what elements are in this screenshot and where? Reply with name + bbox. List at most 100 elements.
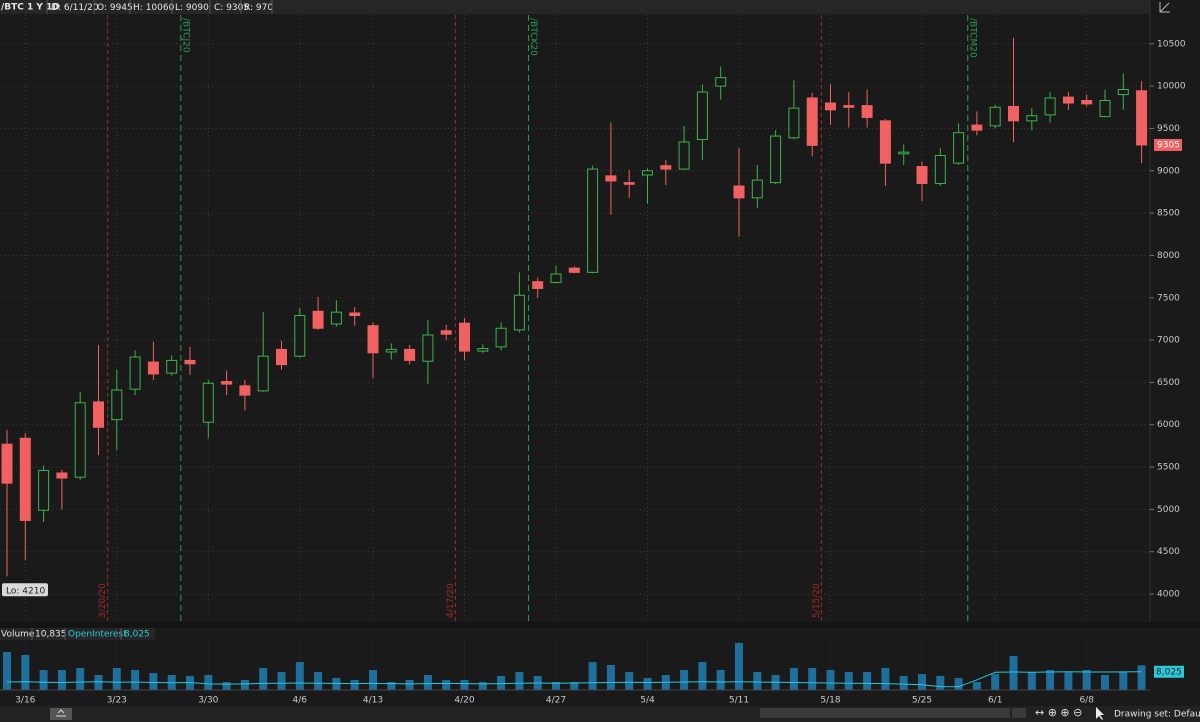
oi-tag xyxy=(1154,665,1184,678)
drawing-set[interactable]: Drawing set: Default xyxy=(1114,710,1200,720)
candle-body xyxy=(1062,96,1074,104)
volume-header-bar xyxy=(0,628,155,640)
value: 9090 xyxy=(186,3,209,13)
volume-bar xyxy=(1137,665,1146,690)
y-tick-label: 4000 xyxy=(1157,590,1180,600)
value: 10060 xyxy=(146,3,175,13)
candle-body xyxy=(953,132,965,164)
candle-body xyxy=(276,348,287,366)
last-price-label: 9305 xyxy=(1157,140,1180,150)
y-tick-label: 7000 xyxy=(1157,336,1180,346)
scrollbar[interactable] xyxy=(760,708,1010,718)
candle-body xyxy=(495,327,507,348)
volume-bar xyxy=(204,675,213,690)
volume-bar xyxy=(314,672,323,690)
value: 9305 xyxy=(226,3,249,13)
candle-body xyxy=(788,107,800,139)
expiration-label: 4/17/20 xyxy=(446,583,456,618)
candle-body xyxy=(568,267,580,273)
open-interest-line xyxy=(6,671,1142,688)
candle-body xyxy=(147,361,159,375)
candle-body xyxy=(312,310,324,329)
candle-body xyxy=(642,170,653,176)
volume-bar xyxy=(350,680,359,690)
x-tick-label: 4/6 xyxy=(293,696,308,706)
volume-bar xyxy=(332,677,341,690)
cursor-icon[interactable] xyxy=(1096,707,1104,720)
volume-bar xyxy=(918,674,926,690)
x-tick-label: 5/11 xyxy=(729,696,749,706)
volume-bar xyxy=(131,670,140,690)
key: O: xyxy=(97,3,107,13)
candle-body xyxy=(93,401,104,428)
volume-bar xyxy=(222,682,231,690)
volume-bar xyxy=(295,662,304,690)
candle-body xyxy=(843,105,855,108)
toolbar-icons[interactable]: ↔ ⊕ ⊕ ⊖ xyxy=(1035,706,1082,719)
oi-name: OpenInterest xyxy=(68,630,127,640)
volume-bar xyxy=(1009,655,1018,690)
volume-bar xyxy=(76,667,85,690)
candle-body xyxy=(605,175,617,182)
x-tick-label: 5/25 xyxy=(912,696,932,706)
candle-body xyxy=(623,182,635,185)
volume-bar xyxy=(881,667,890,690)
candle-body xyxy=(898,151,910,155)
candle-body xyxy=(733,185,745,199)
volume-bar xyxy=(991,674,1000,690)
volume-bar xyxy=(515,672,524,690)
candle-body xyxy=(202,382,214,423)
volume-bar xyxy=(808,667,817,690)
volume-bar xyxy=(387,682,396,690)
y-tick-label: 9000 xyxy=(1157,166,1180,176)
volume-bar xyxy=(240,680,249,690)
collapse-icon xyxy=(56,709,66,717)
volume-bar xyxy=(1046,670,1055,690)
header-bar xyxy=(0,0,1150,14)
volume-bar xyxy=(423,675,432,690)
x-tick-label: 3/30 xyxy=(198,696,218,706)
candle-body xyxy=(166,359,178,374)
low-prefix: Lo: xyxy=(6,586,19,596)
candle-body xyxy=(1,443,13,484)
volume-bar xyxy=(735,642,743,690)
range-readout: R: 970 xyxy=(244,3,273,13)
volume-bar xyxy=(716,670,725,690)
candle-body xyxy=(1099,100,1111,118)
x-tick-label: 6/8 xyxy=(1079,696,1094,706)
candle-body xyxy=(916,166,928,184)
volume-bar xyxy=(442,680,451,690)
candle-body xyxy=(1044,97,1056,116)
volume-bar xyxy=(21,655,30,690)
volume-bar xyxy=(497,675,506,690)
volume-bar xyxy=(369,670,377,690)
key: L: xyxy=(175,3,183,13)
volume-bar xyxy=(643,677,652,690)
volume-bar xyxy=(460,680,469,690)
candle-body xyxy=(38,469,50,511)
volume-bar xyxy=(94,675,103,690)
candle-body xyxy=(221,381,233,385)
volume-bar xyxy=(789,667,798,690)
scroll-arrow[interactable] xyxy=(1012,708,1026,718)
candle-body xyxy=(56,472,68,479)
volume-readout: 10,835 xyxy=(35,630,67,640)
candle-body xyxy=(257,355,269,392)
candle-body xyxy=(825,102,836,111)
collapse-button[interactable] xyxy=(50,708,72,720)
volume-bar xyxy=(972,682,981,690)
y-tick-label: 10000 xyxy=(1157,82,1186,92)
value: 970 xyxy=(256,3,273,13)
corner-icon[interactable] xyxy=(1159,2,1170,13)
roll-label: /BTCM20 xyxy=(967,18,977,58)
x-tick-label: 4/27 xyxy=(546,696,566,706)
candle-body xyxy=(422,334,434,362)
candle-body xyxy=(367,325,379,354)
volume-bar xyxy=(552,682,560,690)
volume-bar xyxy=(1082,670,1091,690)
volume-bar xyxy=(405,680,414,690)
candle-body xyxy=(74,402,86,478)
panel-divider xyxy=(0,622,1200,628)
